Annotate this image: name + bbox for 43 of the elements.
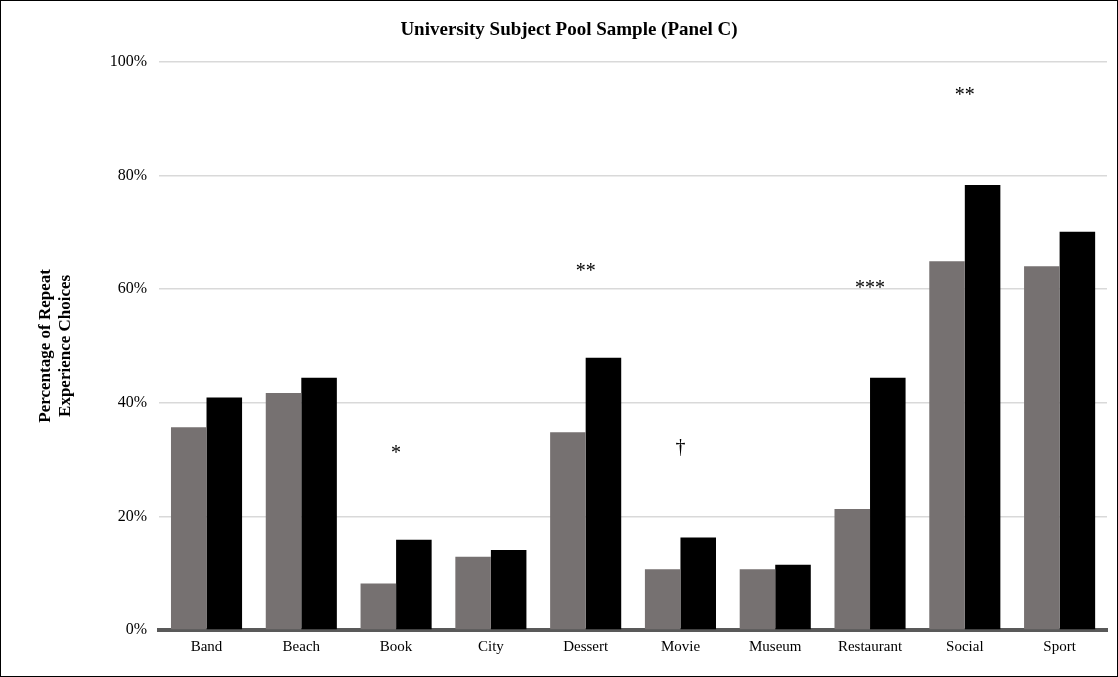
bar xyxy=(265,393,302,630)
bar xyxy=(739,569,776,630)
chart-title: University Subject Pool Sample (Panel C) xyxy=(400,18,738,41)
x-tick-label: Movie xyxy=(660,637,701,654)
x-tick-label: Book xyxy=(379,637,413,654)
y-tick-label: 20% xyxy=(117,506,148,524)
x-tick-label: Beach xyxy=(282,637,321,654)
x-tick-label: Social xyxy=(946,637,984,654)
bar xyxy=(455,556,491,630)
bar xyxy=(870,377,906,630)
x-tick-label: Dessert xyxy=(563,637,609,654)
y-tick-label: 80% xyxy=(117,165,148,183)
x-tick-label: Band xyxy=(190,637,223,654)
x-tick-label: Museum xyxy=(748,637,802,654)
bar xyxy=(834,508,871,630)
annotation: † xyxy=(675,435,686,458)
y-tick-label: 100% xyxy=(109,52,148,69)
bar xyxy=(550,432,586,630)
bar xyxy=(360,583,397,630)
x-tick-label: City xyxy=(477,637,505,654)
x-tick-label: Sport xyxy=(1043,637,1077,654)
y-tick-label: 60% xyxy=(117,279,148,297)
y-tick-label: 0% xyxy=(125,620,148,638)
annotation: ** xyxy=(954,83,975,106)
bar xyxy=(1024,266,1060,630)
bar xyxy=(585,357,622,630)
annotation: *** xyxy=(855,276,886,299)
bar xyxy=(644,569,681,630)
bar xyxy=(490,549,527,630)
bar xyxy=(301,377,337,630)
bar xyxy=(170,427,207,630)
y-axis-title: Percentage of Repeat Experience Choices xyxy=(34,268,74,423)
x-tick-label: Restaurant xyxy=(837,637,903,654)
bar xyxy=(964,185,1001,630)
bar xyxy=(680,537,716,630)
bar xyxy=(929,261,965,630)
bar xyxy=(396,539,432,630)
annotation: * xyxy=(391,441,402,464)
annotation: ** xyxy=(575,259,596,282)
y-tick-label: 40% xyxy=(117,392,148,410)
bar xyxy=(1059,231,1096,630)
bar xyxy=(775,564,811,630)
bar xyxy=(206,397,243,630)
